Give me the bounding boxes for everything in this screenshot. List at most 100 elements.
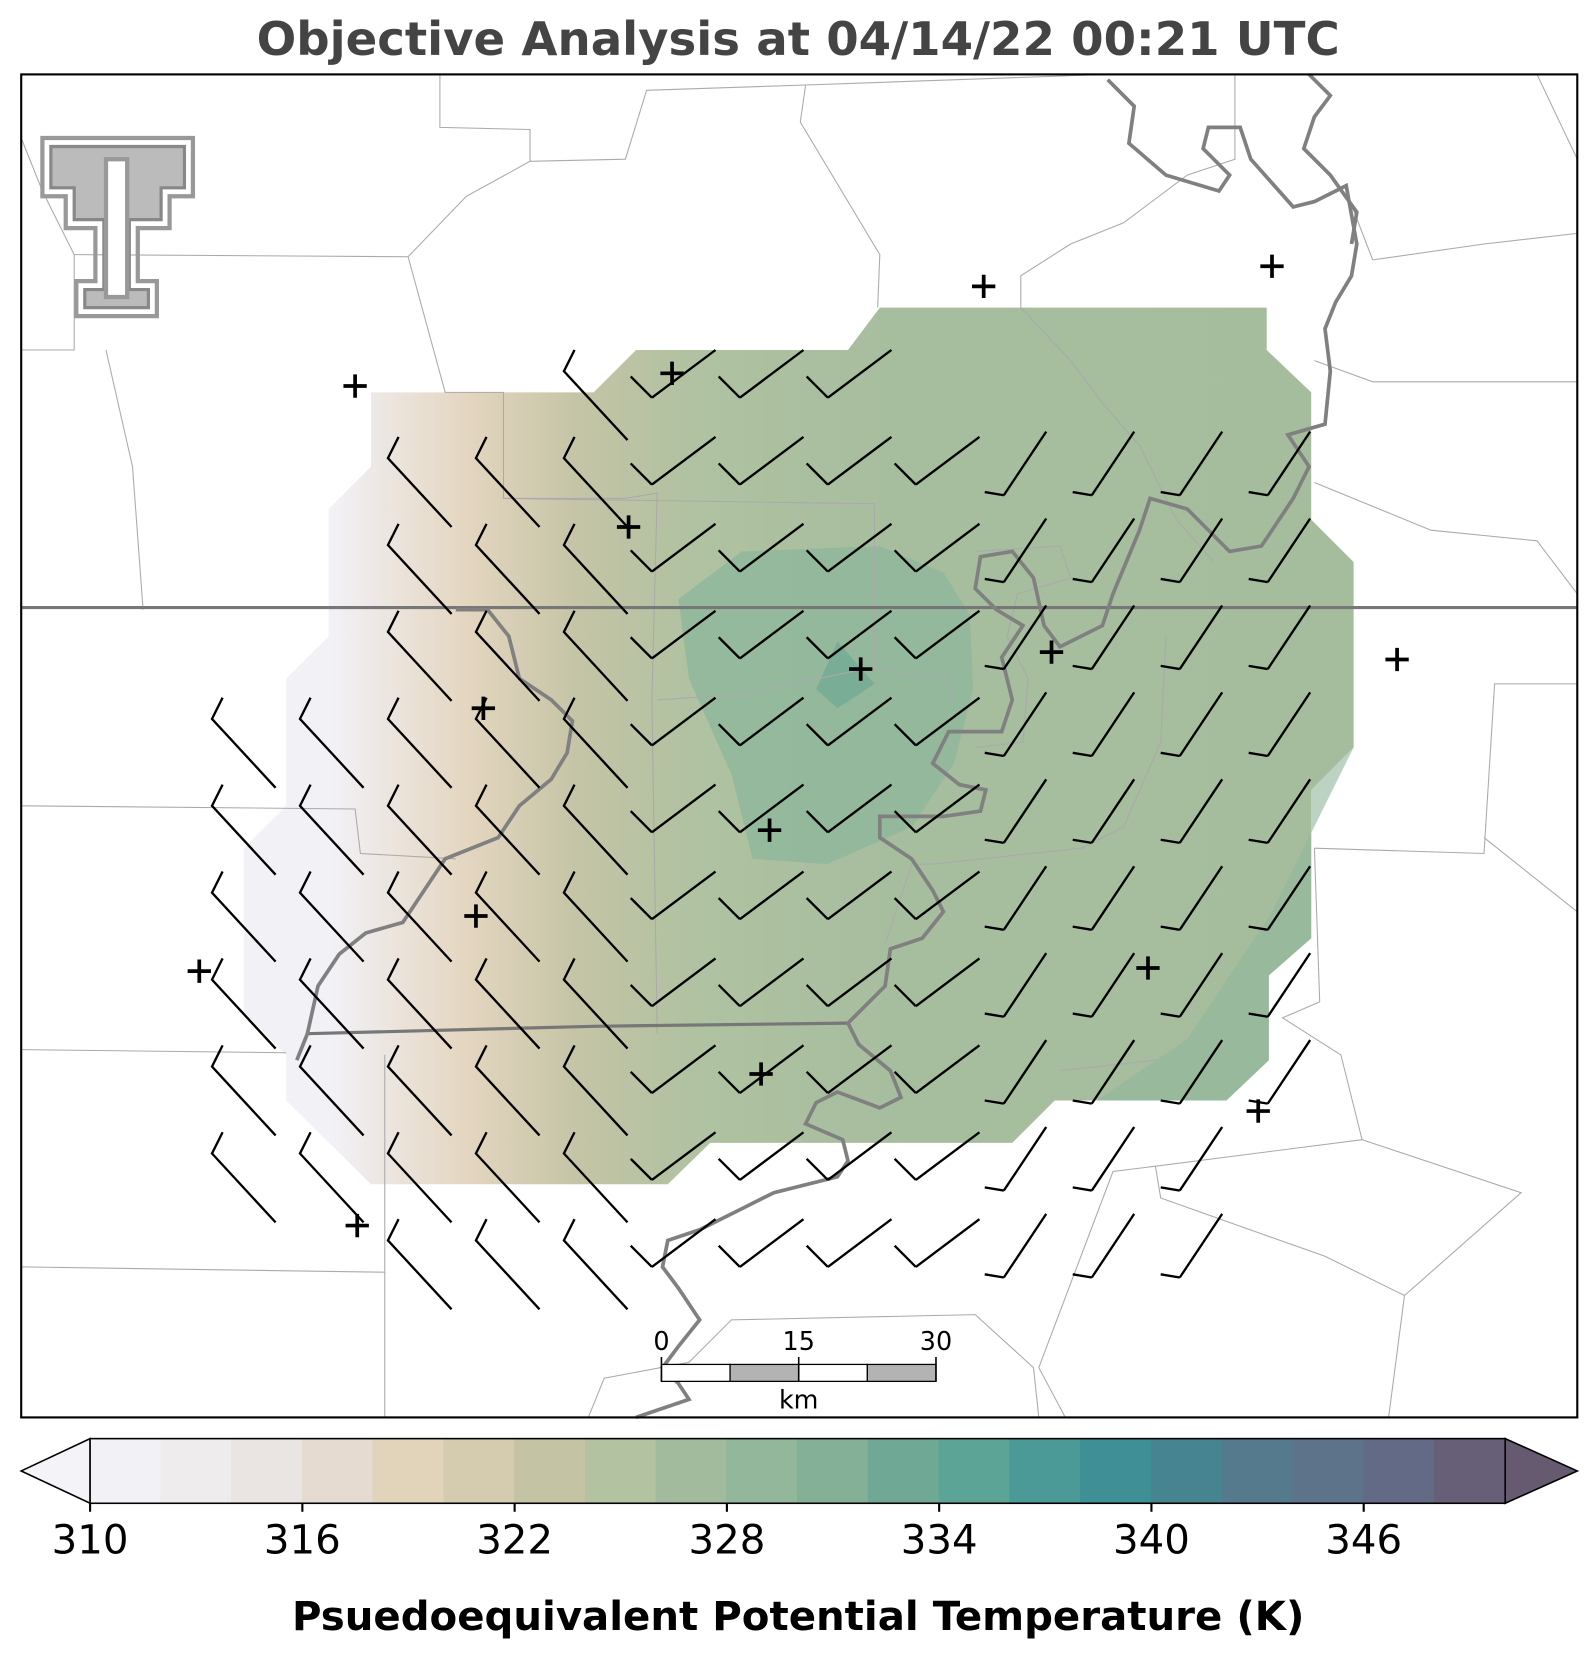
colorbar-tick-label: 310 bbox=[52, 1518, 129, 1564]
scale-bar-segment bbox=[866, 1363, 937, 1383]
wind-barb bbox=[562, 610, 629, 702]
wind-barb bbox=[1160, 1126, 1224, 1192]
stations bbox=[187, 254, 1409, 1238]
wind-barb bbox=[562, 1218, 629, 1311]
colorbar-bin bbox=[726, 1438, 799, 1504]
wind-barb bbox=[1160, 952, 1224, 1018]
wind-barb bbox=[210, 784, 277, 876]
colorbar: 310 316 322 328 334 340 346 bbox=[19, 1437, 1580, 1564]
colorbar-tick-label: 346 bbox=[1325, 1518, 1402, 1564]
station-marker bbox=[345, 1213, 369, 1238]
wind-barb bbox=[1248, 604, 1312, 671]
colorbar-bin bbox=[655, 1438, 728, 1504]
wind-barb bbox=[210, 1044, 277, 1137]
wind-barb bbox=[386, 523, 453, 615]
wind-barb bbox=[474, 1131, 541, 1224]
wind-barb bbox=[1248, 691, 1312, 758]
wind-barb bbox=[805, 1218, 893, 1268]
river bbox=[635, 78, 1359, 1420]
scale-bar-segment bbox=[660, 1363, 731, 1383]
wind-barb bbox=[984, 1039, 1048, 1105]
station-marker bbox=[471, 696, 496, 720]
wind-barb bbox=[1072, 691, 1136, 758]
wind-barb bbox=[562, 697, 629, 789]
wind-barb bbox=[805, 1131, 893, 1181]
wind-barb bbox=[629, 957, 717, 1008]
wind-barb bbox=[1248, 952, 1312, 1018]
colorbar-bin bbox=[1009, 1438, 1082, 1504]
wind-barb bbox=[984, 517, 1048, 584]
wind-barb bbox=[298, 870, 365, 963]
wind-barb bbox=[984, 778, 1048, 845]
station-marker bbox=[1260, 254, 1284, 278]
station-marker bbox=[1385, 647, 1409, 672]
wind-barb bbox=[805, 522, 893, 573]
wind-barb bbox=[717, 1044, 805, 1094]
colorbar-tick-label: 328 bbox=[688, 1518, 765, 1564]
wind-barb bbox=[1160, 691, 1224, 758]
wind-barb bbox=[629, 696, 717, 747]
station-marker bbox=[464, 904, 488, 928]
colorbar-bin bbox=[797, 1438, 869, 1504]
wind-barb bbox=[210, 870, 277, 963]
colorbar-tick-label: 340 bbox=[1113, 1518, 1190, 1564]
title: Objective Analysis at 04/14/22 00:21 UTC bbox=[257, 12, 1340, 66]
station-marker bbox=[343, 374, 367, 398]
wind-barb bbox=[1248, 517, 1312, 584]
wind-barb bbox=[1160, 865, 1224, 931]
wind-barb bbox=[805, 870, 893, 921]
wind-barb bbox=[629, 1218, 717, 1268]
shaded-field-high bbox=[678, 546, 974, 865]
station-marker bbox=[972, 274, 996, 299]
wind-barb bbox=[1160, 430, 1224, 497]
wind-barb bbox=[474, 784, 541, 876]
colorbar-extend-high bbox=[1504, 1437, 1580, 1505]
wind-barb bbox=[629, 609, 717, 660]
station-marker bbox=[660, 361, 684, 385]
wind-barb bbox=[893, 696, 981, 747]
station-marker bbox=[1246, 1099, 1270, 1123]
wind-barb bbox=[298, 1131, 365, 1224]
wind-barb bbox=[984, 430, 1048, 497]
wind-barb bbox=[717, 522, 805, 573]
wind-barb bbox=[1072, 865, 1136, 931]
wind-barb bbox=[1160, 1213, 1224, 1279]
wind-barb bbox=[717, 349, 805, 399]
colorbar-bin bbox=[1221, 1438, 1294, 1504]
wind-barb bbox=[629, 870, 717, 921]
wind-barb bbox=[474, 870, 541, 963]
wind-barb bbox=[562, 784, 629, 876]
colorbar-bin bbox=[1292, 1438, 1365, 1504]
station-marker bbox=[1039, 640, 1064, 664]
wind-barb bbox=[717, 696, 805, 747]
scale-bar-segment bbox=[798, 1363, 868, 1383]
wind-barb bbox=[1160, 778, 1224, 845]
wind-barb bbox=[1160, 604, 1224, 671]
wind-barb bbox=[474, 523, 541, 615]
wind-barb bbox=[386, 784, 453, 876]
colorbar-bin bbox=[160, 1438, 233, 1504]
wind-barb bbox=[298, 1044, 365, 1137]
wind-barb bbox=[386, 1044, 453, 1137]
wind-barb bbox=[629, 783, 717, 834]
station-marker bbox=[616, 515, 641, 539]
station-marker bbox=[849, 657, 873, 681]
wind-barb bbox=[805, 349, 893, 399]
wind-barb bbox=[893, 870, 981, 921]
wind-barb bbox=[1160, 517, 1224, 584]
wind-barb bbox=[1248, 430, 1312, 497]
wind-barb bbox=[1160, 1039, 1224, 1105]
colorbar-bin bbox=[1363, 1438, 1435, 1504]
colorbar-bin bbox=[584, 1438, 657, 1504]
wind-barb bbox=[805, 696, 893, 747]
colorbar-bin bbox=[867, 1438, 940, 1504]
wind-barb bbox=[298, 957, 365, 1050]
wind-barb bbox=[717, 957, 805, 1008]
colorbar-bin bbox=[443, 1438, 516, 1504]
wind-barb bbox=[386, 436, 453, 528]
station-marker bbox=[749, 1062, 773, 1086]
wind-barb bbox=[805, 957, 893, 1008]
wind-barb bbox=[805, 435, 893, 486]
wind-barb bbox=[474, 957, 541, 1050]
